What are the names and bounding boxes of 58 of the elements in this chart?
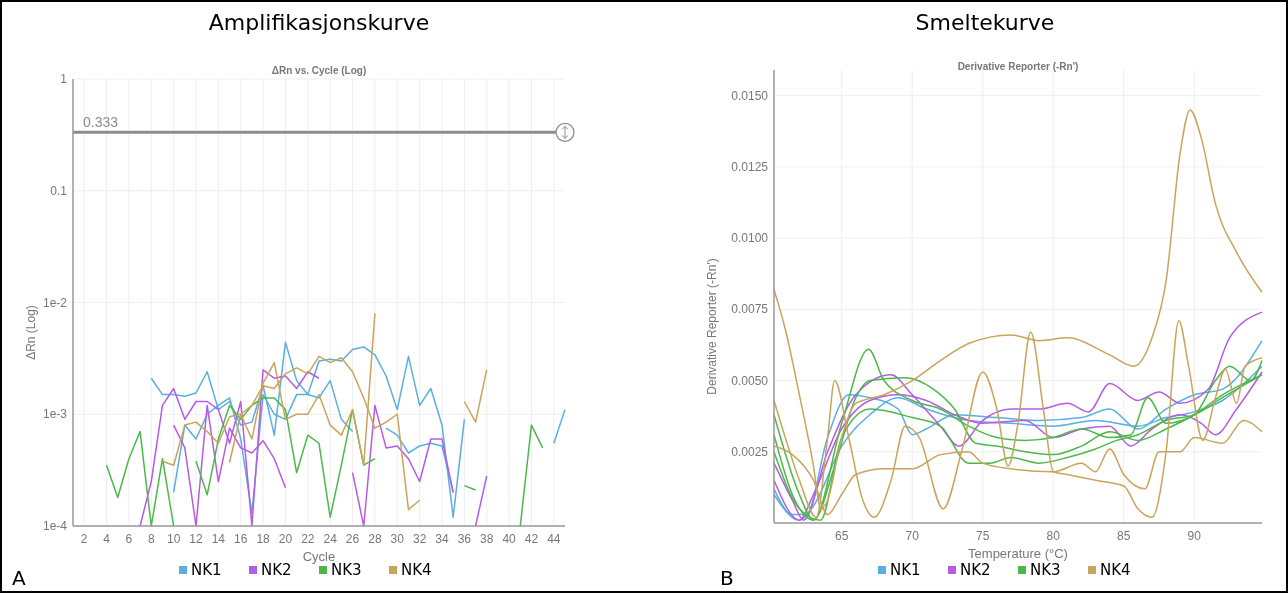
x-tick-label: 8 — [147, 532, 155, 546]
y-tick-label: 0.0025 — [731, 444, 769, 459]
y-tick-label: 0.1 — [50, 183, 68, 198]
y-tick-label: 0.0150 — [731, 88, 769, 103]
text: B — [720, 566, 734, 590]
x-tick-label: 24 — [323, 532, 338, 546]
x-tick-label: 16 — [234, 532, 248, 546]
x-tick-label: 80 — [1046, 529, 1061, 543]
legend-label: NK1 — [191, 561, 222, 579]
x-tick-label: 44 — [547, 532, 561, 546]
x-tick-label: 36 — [457, 532, 472, 546]
legend-label: NK2 — [261, 561, 292, 579]
x-tick-label: 75 — [976, 529, 990, 543]
legend-label: NK3 — [331, 561, 362, 579]
x-tick-label: 40 — [502, 532, 517, 546]
x-axis-title: Cycle — [302, 549, 336, 564]
x-tick-label: 30 — [390, 532, 405, 546]
x-axis-title: Temperature (°C) — [968, 546, 1068, 561]
chart-subtitle: Derivative Reporter (-Rn') — [957, 61, 1079, 72]
x-tick-label: 4 — [103, 532, 111, 546]
x-tick-label: 18 — [256, 532, 271, 546]
x-tick-label: 2 — [80, 532, 88, 546]
x-tick-label: 22 — [301, 532, 315, 546]
ref-line-label: 0.333 — [83, 114, 119, 131]
x-tick-label: 6 — [125, 532, 133, 546]
y-tick-label: 0.0100 — [731, 231, 769, 246]
x-tick-label: 65 — [835, 529, 849, 543]
x-tick-label: 32 — [412, 532, 427, 546]
y-tick-label: 1e-4 — [42, 519, 68, 533]
y-axis-title: Derivative Reporter (-Rn') — [705, 258, 719, 395]
y-tick-label: 0.0125 — [731, 159, 769, 174]
x-tick-label: 14 — [211, 532, 226, 546]
y-tick-label: 1e-2 — [42, 295, 68, 310]
x-tick-label: 38 — [480, 532, 494, 546]
x-tick-label: 42 — [524, 532, 539, 546]
chart-subtitle: ΔRn vs. Cycle (Log) — [271, 65, 367, 76]
legend-label: NK3 — [1030, 561, 1061, 579]
legend-label: NK4 — [401, 561, 432, 579]
chart-title: Amplifikasjonskurve — [208, 10, 430, 35]
y-tick-label: 0.0075 — [731, 302, 769, 317]
x-tick-label: 34 — [435, 532, 449, 546]
y-tick-label: 1e-3 — [42, 407, 68, 422]
x-tick-label: 90 — [1187, 529, 1202, 543]
x-tick-label: 26 — [345, 532, 360, 546]
y-axis-title: ΔRn (Log) — [24, 305, 38, 360]
x-tick-label: 20 — [278, 532, 293, 546]
y-tick-label: 0.0050 — [731, 373, 769, 388]
x-tick-label: 28 — [368, 532, 382, 546]
chart-title: Smeltekurve — [915, 10, 1055, 35]
x-tick-label: 10 — [166, 532, 181, 546]
y-tick-label: 1 — [60, 72, 68, 86]
legend-label: NK4 — [1100, 561, 1131, 579]
x-tick-label: 12 — [189, 532, 203, 546]
legend-label: NK2 — [960, 561, 991, 579]
x-tick-label: 85 — [1117, 529, 1131, 543]
text: A — [12, 566, 26, 590]
x-tick-label: 70 — [905, 529, 920, 543]
legend-label: NK1 — [890, 561, 921, 579]
